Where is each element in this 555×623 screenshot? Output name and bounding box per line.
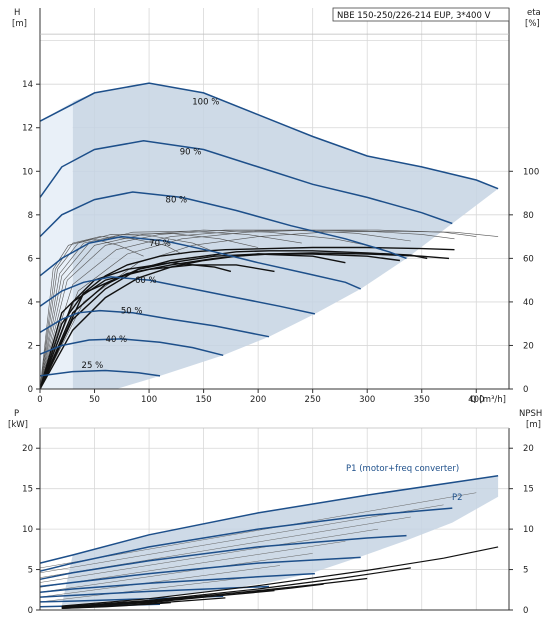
p1-curve-3 [39,556,361,588]
p1-curve-1 [39,507,453,572]
speed-curve-80pct [39,191,407,260]
npsh-curve-4 [61,590,275,609]
y-tick-right: 5 [523,566,528,576]
y-tick-left: 0 [28,606,33,616]
speed-label: 70 % [149,239,171,249]
y-tick-right: 20 [523,341,534,351]
y-tick-left: 4 [28,298,33,308]
power-npsh-panel: 0 5 10 15 20 0 5 10 15 20 P[kW] NPSH[m] P1 (motor+fr… [8,409,542,616]
y-label-right-unit: [%] [525,19,540,29]
eta-thin-curve-7 [39,234,215,390]
y-tick-right: 0 [523,385,528,395]
speed-curve-25pct [39,369,161,377]
power-area [61,475,499,606]
eta-curve-6 [39,261,232,390]
npsh-curve-0 [61,546,499,607]
eta-thin-curve-3 [39,229,411,390]
eta-thin-curve-8 [39,236,182,390]
title-box [332,7,510,22]
npsh-curve-2 [61,577,368,608]
npsh-curve-6 [61,602,171,609]
annotation-p1: P1 (motor+freq converter) [346,464,459,474]
speed-curve-40pct [39,338,224,357]
eta-thin-curve-6 [39,232,259,390]
head-efficiency-panel: 100 % 90 % 80 % 70 % 60 % 50 % 40 % 25 % 0 2 4 6 8 10… [12,7,541,405]
eta-thin-curve-5 [39,230,302,390]
x-tick: 100 [141,395,157,405]
x-tick: 400 [468,395,484,405]
power-thin-line [39,504,444,574]
eta-thin-curve-9 [39,238,144,390]
y-tick-left: 15 [22,485,33,495]
x-tick: 0 [37,395,42,405]
speed-label: 25 % [82,361,104,371]
power-thin-line [39,577,248,603]
operating-area [72,83,499,389]
eta-thin-curve-4 [39,229,368,390]
x-tick: 150 [195,395,211,405]
y-label-right-name: eta [527,8,541,18]
annotation-p2: P2 [452,493,463,503]
operating-area-left [40,101,73,390]
speed-curve-60pct [39,276,316,315]
speed-label: 80 % [166,196,188,206]
x-tick: 300 [359,395,375,405]
y-tick-right: 60 [523,254,534,264]
speed-curve-50pct [39,309,270,338]
y-tick-left: 14 [22,80,33,90]
y-label-left-name: P [14,409,19,419]
y-tick-left: 10 [22,525,33,535]
y-label-right-unit: [m] [526,420,541,430]
y-tick-left: 8 [28,211,33,221]
y-tick-left: 2 [28,341,33,351]
speed-curve-100pct [39,82,499,190]
x-tick: 200 [250,395,266,405]
chart-title: NBE 150-250/226-214 EUP, 3*400 V [337,11,491,21]
power-thin-line [39,553,313,593]
y-tick-left: 12 [22,124,33,134]
speed-curve-90pct [39,140,453,225]
speed-label: 60 % [135,276,157,286]
y-label-left-unit: [kW] [8,420,28,430]
y-tick-right: 80 [523,211,534,221]
power-thin-line [39,565,280,598]
speed-label: 40 % [106,335,128,345]
eta-curve-2 [39,250,428,390]
y-tick-right: 0 [523,606,528,616]
p1-curve-2 [39,534,407,581]
y-tick-right: 20 [523,444,534,454]
y-tick-right: 15 [523,485,534,495]
eta-curve-3 [39,253,400,390]
x-tick: 250 [305,395,321,405]
speed-curve-70pct [39,235,361,290]
y-label-left-name: H [14,8,20,18]
speed-label: 100 % [192,98,219,108]
y-label-right-name: NPSH [519,409,542,419]
y-tick-left: 10 [22,167,33,177]
p1-curve-0 [39,474,499,564]
power-thin-line [39,528,379,583]
y-label-left-unit: [m] [12,19,27,29]
eta-thin-curve-1 [39,229,477,390]
y-tick-right: 100 [523,167,539,177]
power-thin-line [39,492,477,569]
x-tick: 50 [89,395,100,405]
x-label: Q [m³/h] [470,395,506,405]
speed-label: 90 % [180,148,202,158]
y-tick-left: 0 [28,385,33,395]
y-tick-left: 6 [28,254,33,264]
y-tick-right: 40 [523,298,534,308]
y-tick-right: 10 [523,525,534,535]
speed-label: 50 % [121,307,143,317]
p1-curve-4 [39,572,315,593]
x-tick: 350 [414,395,430,405]
y-tick-left: 20 [22,444,33,454]
y-tick-left: 5 [28,566,33,576]
